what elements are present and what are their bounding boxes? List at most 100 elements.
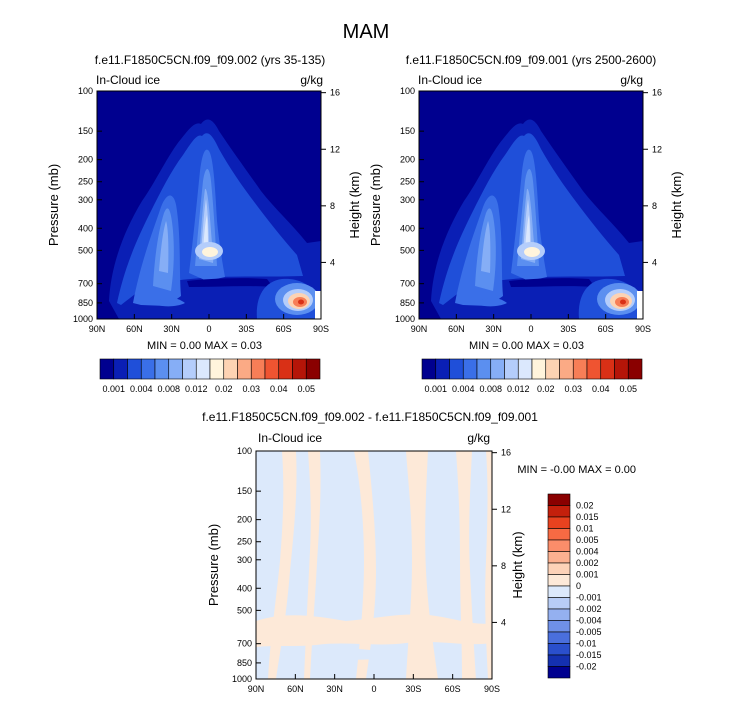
colorbar-swatch xyxy=(264,358,280,380)
y-tick-label: 100 xyxy=(400,86,415,96)
colorbar-label: 0.005 xyxy=(576,535,599,545)
colorbar-swatch xyxy=(547,654,571,667)
colorbar-label: 0.01 xyxy=(576,524,594,534)
colorbar-swatch xyxy=(154,358,170,380)
colorbar-label: -0.001 xyxy=(576,593,602,603)
colorbar-swatch xyxy=(547,516,571,529)
panel-2-title: f.e11.F1850C5CN.f09_f09.001 (yrs 2500-26… xyxy=(406,53,657,67)
y-tick-label: 500 xyxy=(400,245,415,255)
colorbar-swatch xyxy=(572,358,588,380)
x-tick-label: 0 xyxy=(528,324,533,334)
y-tick-label: 400 xyxy=(78,223,93,233)
colorbar-swatch xyxy=(547,551,571,564)
colorbar-label: 0.02 xyxy=(537,384,555,394)
colorbar-label: 0.03 xyxy=(242,384,260,394)
colorbar-label: 0.001 xyxy=(576,570,599,580)
y-tick-label: 1000 xyxy=(73,314,93,324)
panel-3-ylabel: Pressure (mb) xyxy=(206,524,221,606)
colorbar-swatch xyxy=(586,358,602,380)
x-tick-label: 90N xyxy=(248,684,265,694)
colorbar-swatch xyxy=(547,608,571,621)
page-title: MAM xyxy=(343,21,390,43)
colorbar-label: -0.004 xyxy=(576,616,602,626)
colorbar-swatch xyxy=(127,358,142,380)
panel-2-ylabel: Pressure (mb) xyxy=(368,164,383,246)
x-tick-label: 30S xyxy=(405,684,421,694)
colorbar-label: 0.04 xyxy=(592,384,610,394)
y-tick-label: 250 xyxy=(78,177,93,187)
colorbar-label: 0.008 xyxy=(479,384,502,394)
colorbar-swatch xyxy=(140,358,156,380)
x-tick-label: 90N xyxy=(89,324,106,334)
colorbar-swatch xyxy=(168,358,183,380)
x-tick-label: 30N xyxy=(326,684,343,694)
panel-3-units: g/kg xyxy=(467,431,490,445)
colorbar-swatch xyxy=(547,631,571,644)
y-tick-label: 100 xyxy=(237,446,252,456)
colorbar-swatch xyxy=(99,358,115,380)
y-tick-label: 200 xyxy=(78,155,93,165)
colorbar-swatch xyxy=(547,562,571,575)
colorbar-label: 0.002 xyxy=(576,558,599,568)
panel-2-field xyxy=(419,91,643,319)
colorbar-swatch xyxy=(547,643,571,656)
colorbar-label: 0.05 xyxy=(619,384,637,394)
x-tick-label: 60S xyxy=(276,324,292,334)
panel-1-colorbar: 0.001 0.004 0.008 0.012 0.02 0.03 0.04 0.05 xyxy=(99,358,321,394)
colorbar-swatch xyxy=(547,493,571,506)
panel-2: f.e11.F1850C5CN.f09_f09.001 (yrs 2500-26… xyxy=(368,53,684,394)
panel-2-units: g/kg xyxy=(620,73,643,87)
panel-1: f.e11.F1850C5CN.f09_f09.002 (yrs 35-135)… xyxy=(46,53,362,394)
panel-2-field-label: In-Cloud ice xyxy=(418,73,482,87)
height-tick-label: 8 xyxy=(330,201,335,211)
colorbar-label: 0.04 xyxy=(270,384,288,394)
panel-3-right-ylabel: Height (km) xyxy=(510,531,525,598)
panel-2-axes: 90N 60N 30N 0 30S 60S 90S 100 150 200 250 300 400 500… xyxy=(395,86,662,334)
colorbar-label: -0.005 xyxy=(576,627,602,637)
x-tick-label: 90S xyxy=(313,324,329,334)
colorbar-swatch xyxy=(421,358,437,380)
colorbar-swatch xyxy=(547,539,571,552)
x-tick-label: 30N xyxy=(163,324,180,334)
colorbar-swatch xyxy=(545,358,560,380)
y-tick-label: 300 xyxy=(400,195,415,205)
panel-3-field xyxy=(256,451,492,679)
colorbar-swatch xyxy=(195,358,211,380)
x-tick-label: 60N xyxy=(287,684,304,694)
colorbar-label: 0.02 xyxy=(215,384,233,394)
y-tick-label: 200 xyxy=(400,155,415,165)
colorbar-label: 0.004 xyxy=(576,547,599,557)
y-tick-label: 150 xyxy=(400,126,415,136)
height-tick-label: 4 xyxy=(652,257,657,267)
y-tick-label: 400 xyxy=(237,583,252,593)
panel-2-stats: MIN = 0.00 MAX = 0.03 xyxy=(469,340,584,352)
colorbar-label: 0.015 xyxy=(576,512,599,522)
height-tick-label: 8 xyxy=(501,561,506,571)
colorbar-label: 0.001 xyxy=(424,384,447,394)
panel-3-field-label: In-Cloud ice xyxy=(258,431,322,445)
x-tick-label: 90N xyxy=(411,324,428,334)
colorbar-swatch xyxy=(490,358,505,380)
height-tick-label: 8 xyxy=(652,201,657,211)
y-tick-label: 100 xyxy=(78,86,93,96)
y-tick-label: 1000 xyxy=(395,314,415,324)
colorbar-swatch xyxy=(476,358,492,380)
x-tick-label: 0 xyxy=(371,684,376,694)
colorbar-label: 0.004 xyxy=(130,384,153,394)
panel-1-stats: MIN = 0.00 MAX = 0.03 xyxy=(147,340,262,352)
panel-2-right-ylabel: Height (km) xyxy=(669,171,684,238)
y-tick-label: 250 xyxy=(237,537,252,547)
height-tick-label: 4 xyxy=(330,257,335,267)
y-tick-label: 700 xyxy=(78,279,93,289)
panel-2-colorbar: 0.001 0.004 0.008 0.012 0.02 0.03 0.04 0.05 xyxy=(421,358,643,394)
y-tick-label: 150 xyxy=(237,486,252,496)
colorbar-swatch xyxy=(547,585,571,598)
panel-1-title: f.e11.F1850C5CN.f09_f09.002 (yrs 35-135) xyxy=(95,53,326,67)
colorbar-label: 0.004 xyxy=(452,384,475,394)
colorbar-swatch xyxy=(559,358,574,380)
colorbar-swatch xyxy=(531,358,547,380)
colorbar-label: 0.012 xyxy=(185,384,208,394)
colorbar-label: 0.001 xyxy=(102,384,125,394)
colorbar-swatch xyxy=(614,358,629,380)
